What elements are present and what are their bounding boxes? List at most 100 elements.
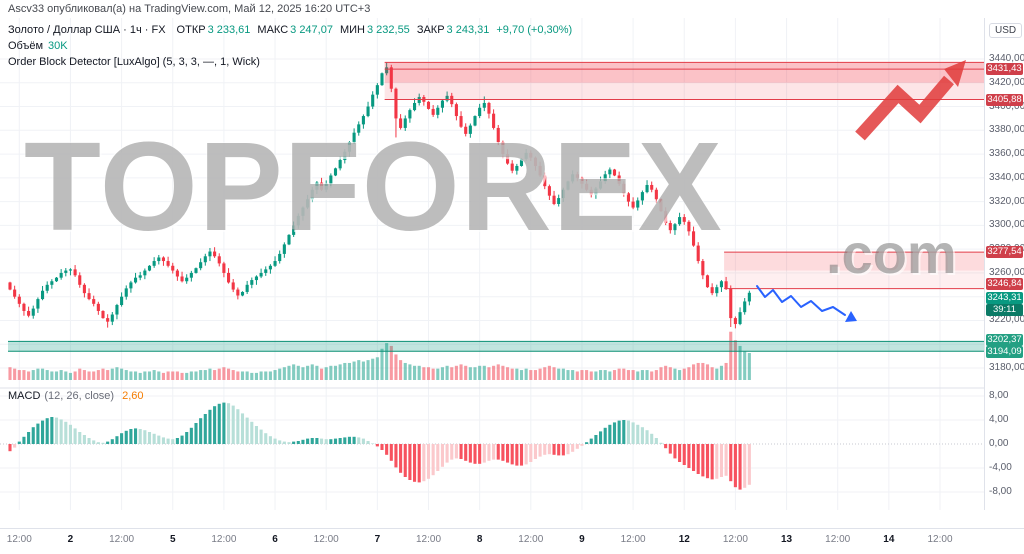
volume-bar (366, 360, 370, 380)
price-tick-label: 3440,00 (989, 53, 1024, 64)
macd-bar (729, 444, 733, 482)
time-tick-label: 12:00 (620, 534, 646, 545)
candle-body (180, 276, 184, 282)
volume-bar (217, 368, 221, 380)
volume-bar (399, 360, 403, 380)
volume-bar (519, 370, 524, 380)
volume-bar (473, 367, 477, 380)
macd-bar (506, 444, 510, 463)
chart-area[interactable]: TOPFOREX .com Золото / Доллар США · 1ч ·… (0, 18, 1024, 551)
volume-bar (394, 354, 398, 380)
ohlc-label: МИН (339, 24, 365, 36)
macd-name[interactable]: MACD (8, 390, 41, 402)
volume-bar (278, 368, 282, 380)
candle-body (478, 107, 482, 117)
candle-body (538, 165, 542, 176)
price-level-badge: 3431,43 (986, 63, 1023, 76)
volume-label[interactable]: Объём (8, 40, 44, 52)
ohlc-value: 3 243,31 (446, 24, 490, 36)
volume-bar (529, 370, 533, 380)
volume-bar (454, 365, 458, 380)
price-level-badge: 3277,54 (986, 246, 1023, 259)
candle-body (436, 107, 440, 115)
candle-body (371, 94, 375, 107)
candle-body (227, 272, 231, 283)
price-tick-label: 3420,00 (989, 76, 1024, 88)
candle-body (152, 261, 156, 266)
volume-bar (543, 367, 547, 380)
macd-bar (227, 403, 231, 444)
volume-bar (594, 371, 598, 380)
candle-body (454, 104, 458, 117)
volume-bar (561, 368, 565, 380)
candle-body (361, 116, 365, 125)
candle-body (87, 293, 91, 300)
symbol-title[interactable]: Золото / Доллар США · 1ч · FX (8, 24, 166, 36)
candle-body (194, 268, 198, 273)
price-axis[interactable]: USD 3440,00 3420,00 3400,00 3380,00 3360,00 3… (984, 18, 1024, 510)
macd-bar (375, 444, 379, 447)
volume-bar (501, 365, 505, 380)
volume-bar (380, 348, 384, 380)
macd-bar (459, 444, 463, 459)
candle-body (636, 200, 640, 208)
chart-legend: Золото / Доллар США · 1ч · FX ОТКР 3 233,6… (8, 24, 572, 72)
candle-body (459, 116, 463, 127)
volume-bar (631, 370, 635, 380)
candle-body (733, 318, 737, 325)
volume-bar (668, 367, 672, 380)
macd-bar (464, 444, 468, 461)
candle-body (487, 102, 491, 114)
macd-bar (487, 444, 491, 461)
volume-bar (682, 368, 686, 380)
macd-tick-label: 0,00 (989, 438, 1009, 449)
candle-body (287, 234, 291, 245)
time-tick-label: 12:00 (211, 534, 237, 545)
candle-body (161, 257, 165, 262)
macd-bar (41, 420, 45, 444)
macd-bar (468, 444, 472, 463)
macd-bar (738, 444, 742, 490)
order-block-zone (384, 62, 984, 83)
macd-bar (673, 444, 677, 459)
macd-bar (189, 427, 193, 444)
volume-bar (375, 357, 379, 380)
macd-bar (529, 444, 533, 462)
macd-bar (343, 437, 347, 444)
candle-body (110, 314, 114, 322)
volume-bar (492, 365, 496, 380)
time-axis[interactable]: 12:00 2 12:00 5 12:00 6 12:00 7 12:00 8 12:00 9 12:0… (0, 528, 1024, 551)
indicator-title[interactable]: Order Block Detector [LuxAlgo] (5, 3, 3,… (8, 56, 260, 68)
volume-bar (426, 367, 431, 380)
volume-bar (106, 370, 110, 380)
volume-bar (240, 371, 245, 380)
macd-bar (431, 444, 435, 476)
macd-bar (705, 444, 710, 479)
candle-body (254, 276, 258, 281)
macd-bar (50, 417, 54, 444)
candle-body (603, 174, 607, 182)
candle-body (27, 310, 31, 316)
candle-body (524, 152, 528, 159)
candle-body (515, 165, 519, 171)
macd-bar (203, 414, 207, 444)
volume-bar (22, 370, 26, 380)
volume-bar (692, 364, 696, 380)
candle-body (343, 151, 347, 161)
macd-bar (417, 444, 421, 483)
candlestick-chart-canvas[interactable] (0, 18, 984, 510)
macd-bar (715, 444, 719, 479)
macd-bar (222, 402, 226, 444)
ohlc-value: 3 247,07 (290, 24, 333, 36)
macd-bar (408, 444, 412, 480)
volume-bar (203, 370, 207, 380)
volume-bar (417, 365, 421, 380)
macd-bar (394, 444, 398, 468)
ohlc-label: ЗАКР (416, 24, 445, 36)
candle-body (217, 256, 221, 264)
volume-bar (50, 371, 54, 380)
candle-body (543, 175, 547, 187)
candle-body (389, 67, 393, 89)
candle-body (585, 183, 589, 190)
volume-bar (445, 365, 449, 380)
